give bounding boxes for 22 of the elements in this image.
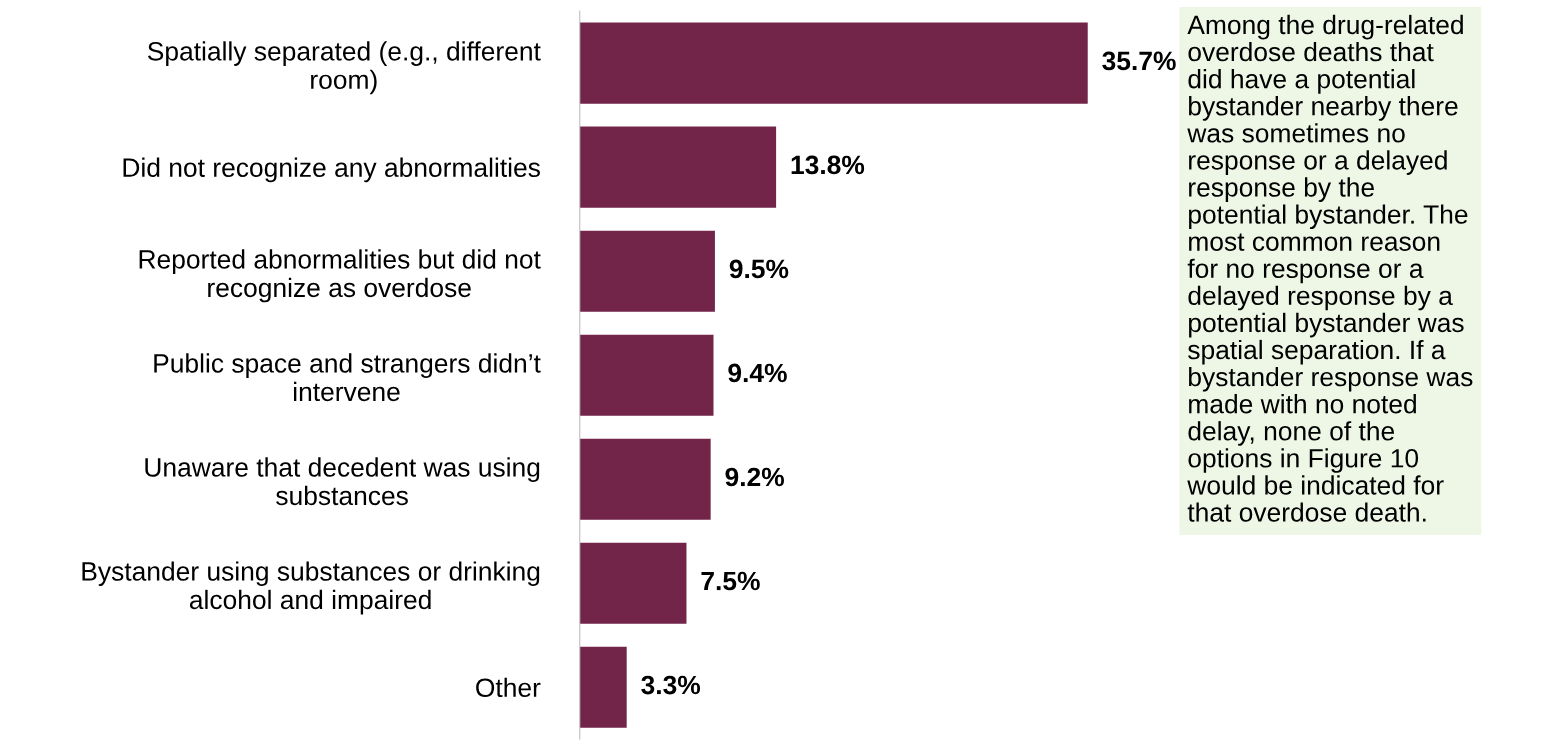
y-tick-label: Bystander using substances or drinking alcohol and impaired [82,561,540,615]
data-label: 3.3% [641,675,701,695]
bar [579,22,1088,104]
bar [579,334,714,416]
y-tick-label: Unaware that decedent was using substances [145,457,540,506]
bar [579,438,711,520]
data-label: 9.5% [729,259,789,279]
y-tick-label: Did not recognize any abnormalities [123,157,540,183]
data-label: 35.7% [1102,51,1176,71]
y-tick-label: Reported abnormalities but did not recognize as overdose [139,249,541,303]
text: Among the drug-related overdose deaths that did have a potential bystander nearby there was sometimes no response or a delayed response by the potential bystander. The most common reason for no response or a delayed response by a potential bystander was spatial separation. If a bystander response was made with no noted delay, none of the options in Figure 10 would be indicated for that overdose death. [1187,14,1473,522]
bar [579,646,627,728]
y-tick-label: Other [476,677,541,698]
bar [579,542,687,624]
y-tick-label: Public space and strangers didn’t intervene [154,353,541,402]
bar [579,230,715,312]
data-label: 9.2% [725,467,784,487]
data-label: 13.8% [791,155,865,175]
y-tick-label: Spatially separated (e.g., different room) [147,41,541,95]
data-label: 7.5% [701,571,760,591]
data-label: 9.4% [728,363,787,383]
bar [579,126,777,208]
